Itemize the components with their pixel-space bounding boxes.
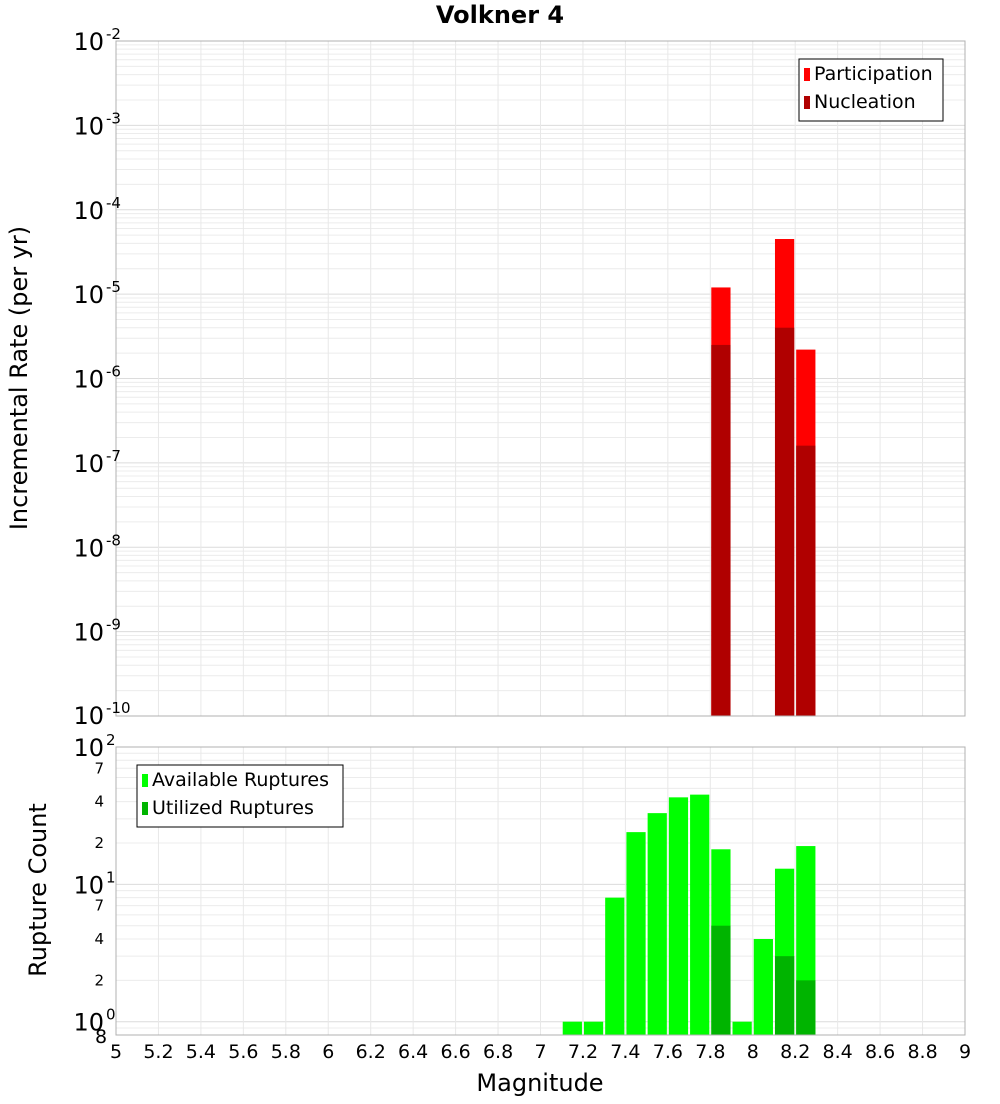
bottom-legend-label: Available Ruptures: [152, 769, 329, 791]
bottom-y-minor-tick-label: 7: [94, 897, 104, 915]
top-y-tick-exponent: -8: [106, 531, 121, 549]
x-tick-label: 7.8: [695, 1041, 725, 1063]
top-y-tick-label: 10: [73, 450, 104, 478]
top-legend-box: [798, 58, 944, 122]
bottom-bar-primary: [647, 813, 667, 1035]
bottom-bar-primary: [690, 794, 710, 1035]
bottom-y-tick-label: 10: [73, 734, 104, 762]
top-bar-secondary: [774, 327, 795, 716]
bottom-y-tick-label: 10: [73, 1009, 104, 1037]
x-axis-title: Magnitude: [476, 1069, 603, 1097]
top-plot-border: [115, 40, 966, 717]
top-y-tick-label: 10: [73, 28, 104, 56]
bottom-y-minor-tick-label: 2: [94, 834, 104, 852]
x-tick-label: 9: [959, 1041, 971, 1063]
x-tick-label: 8.6: [865, 1041, 895, 1063]
bottom-legend-swatch: [142, 802, 148, 815]
top-y-tick-label: 10: [73, 197, 104, 225]
bottom-gridlines: [115, 747, 966, 1036]
bottom-y-axis-title: Rupture Count: [24, 803, 52, 977]
top-bar-secondary: [796, 445, 816, 716]
bottom-bar-primary: [668, 797, 689, 1035]
x-tick-label: 6: [322, 1041, 334, 1063]
top-y-tick-exponent: -3: [106, 109, 121, 127]
bottom-y-tick-label: 10: [73, 871, 104, 899]
top-y-tick-exponent: -4: [106, 194, 121, 212]
bottom-bar-primary: [605, 897, 625, 1035]
x-tick-label: 8.8: [907, 1041, 937, 1063]
bottom-y-tick-exponent: 1: [106, 868, 116, 886]
x-tick-label: 5.6: [228, 1041, 258, 1063]
bottom-legend-swatch: [142, 774, 148, 787]
bottom-plot-border: [115, 746, 966, 1036]
x-tick-label: 7: [534, 1041, 546, 1063]
top-y-axis-title: Incremental Rate (per yr): [5, 226, 33, 530]
x-tick-label: 8: [747, 1041, 759, 1063]
x-tick-label: 6.2: [356, 1041, 386, 1063]
bottom-bar-secondary: [711, 925, 731, 1035]
bottom-bar-primary: [562, 1021, 582, 1035]
bottom-bar-primary: [753, 939, 773, 1035]
top-y-tick-label: 10: [73, 534, 104, 562]
x-tick-label: 6.4: [398, 1041, 428, 1063]
bottom-bar-primary: [732, 1021, 752, 1035]
top-y-tick-exponent: -6: [106, 363, 121, 381]
top-y-tick-exponent: -2: [106, 25, 121, 43]
x-tick-label: 5.2: [143, 1041, 173, 1063]
top-y-tick-exponent: -7: [106, 447, 121, 465]
top-y-tick-exponent: -5: [106, 278, 121, 296]
top-legend-swatch: [804, 68, 810, 81]
top-gridlines: [115, 41, 966, 717]
bottom-bar-secondary: [796, 980, 816, 1035]
x-tick-label: 6.8: [483, 1041, 513, 1063]
x-tick-label: 8.4: [823, 1041, 853, 1063]
bottom-bar-primary: [583, 1021, 604, 1035]
bottom-y-bottom-label: 8: [95, 1026, 107, 1048]
top-legend-label: Nucleation: [814, 91, 916, 113]
top-y-tick-label: 10: [73, 619, 104, 647]
bottom-y-minor-tick-label: 2: [94, 971, 104, 989]
x-tick-label: 8.2: [780, 1041, 810, 1063]
top-legend-label: Participation: [814, 63, 933, 85]
x-tick-label: 5: [110, 1041, 122, 1063]
bottom-legend: Available Ruptures Utilized Ruptures: [136, 764, 344, 828]
bottom-y-minor-tick-label: 7: [94, 759, 104, 777]
x-tick-label: 7.6: [653, 1041, 683, 1063]
bottom-legend-label: Utilized Ruptures: [152, 797, 314, 819]
chart-title: Volkner 4: [436, 1, 564, 29]
top-y-tick-label: 10: [73, 366, 104, 394]
top-y-tick-label: 10: [73, 281, 104, 309]
bottom-y-minor-tick-label: 4: [94, 793, 104, 811]
top-y-tick-exponent: -9: [106, 616, 121, 634]
bottom-y-minor-tick-label: 4: [94, 930, 104, 948]
x-tick-label: 7.4: [610, 1041, 640, 1063]
bottom-bar-primary: [626, 832, 646, 1035]
bottom-y-tick-exponent: 2: [106, 731, 116, 749]
top-y-tick-label: 10: [73, 112, 104, 140]
x-tick-label: 5.4: [186, 1041, 216, 1063]
top-y-tick-exponent: -10: [106, 699, 131, 717]
top-bar-secondary: [711, 344, 731, 716]
bottom-y-tick-exponent: 0: [106, 1006, 116, 1024]
top-legend: Participation Nucleation: [798, 58, 944, 122]
top-legend-swatch: [804, 96, 810, 109]
bottom-legend-box: [136, 764, 344, 828]
x-tick-label: 5.8: [271, 1041, 301, 1063]
x-tick-label: 7.2: [568, 1041, 598, 1063]
x-tick-label: 6.6: [440, 1041, 470, 1063]
bottom-bar-secondary: [774, 956, 795, 1035]
top-y-tick-label: 10: [73, 702, 104, 730]
